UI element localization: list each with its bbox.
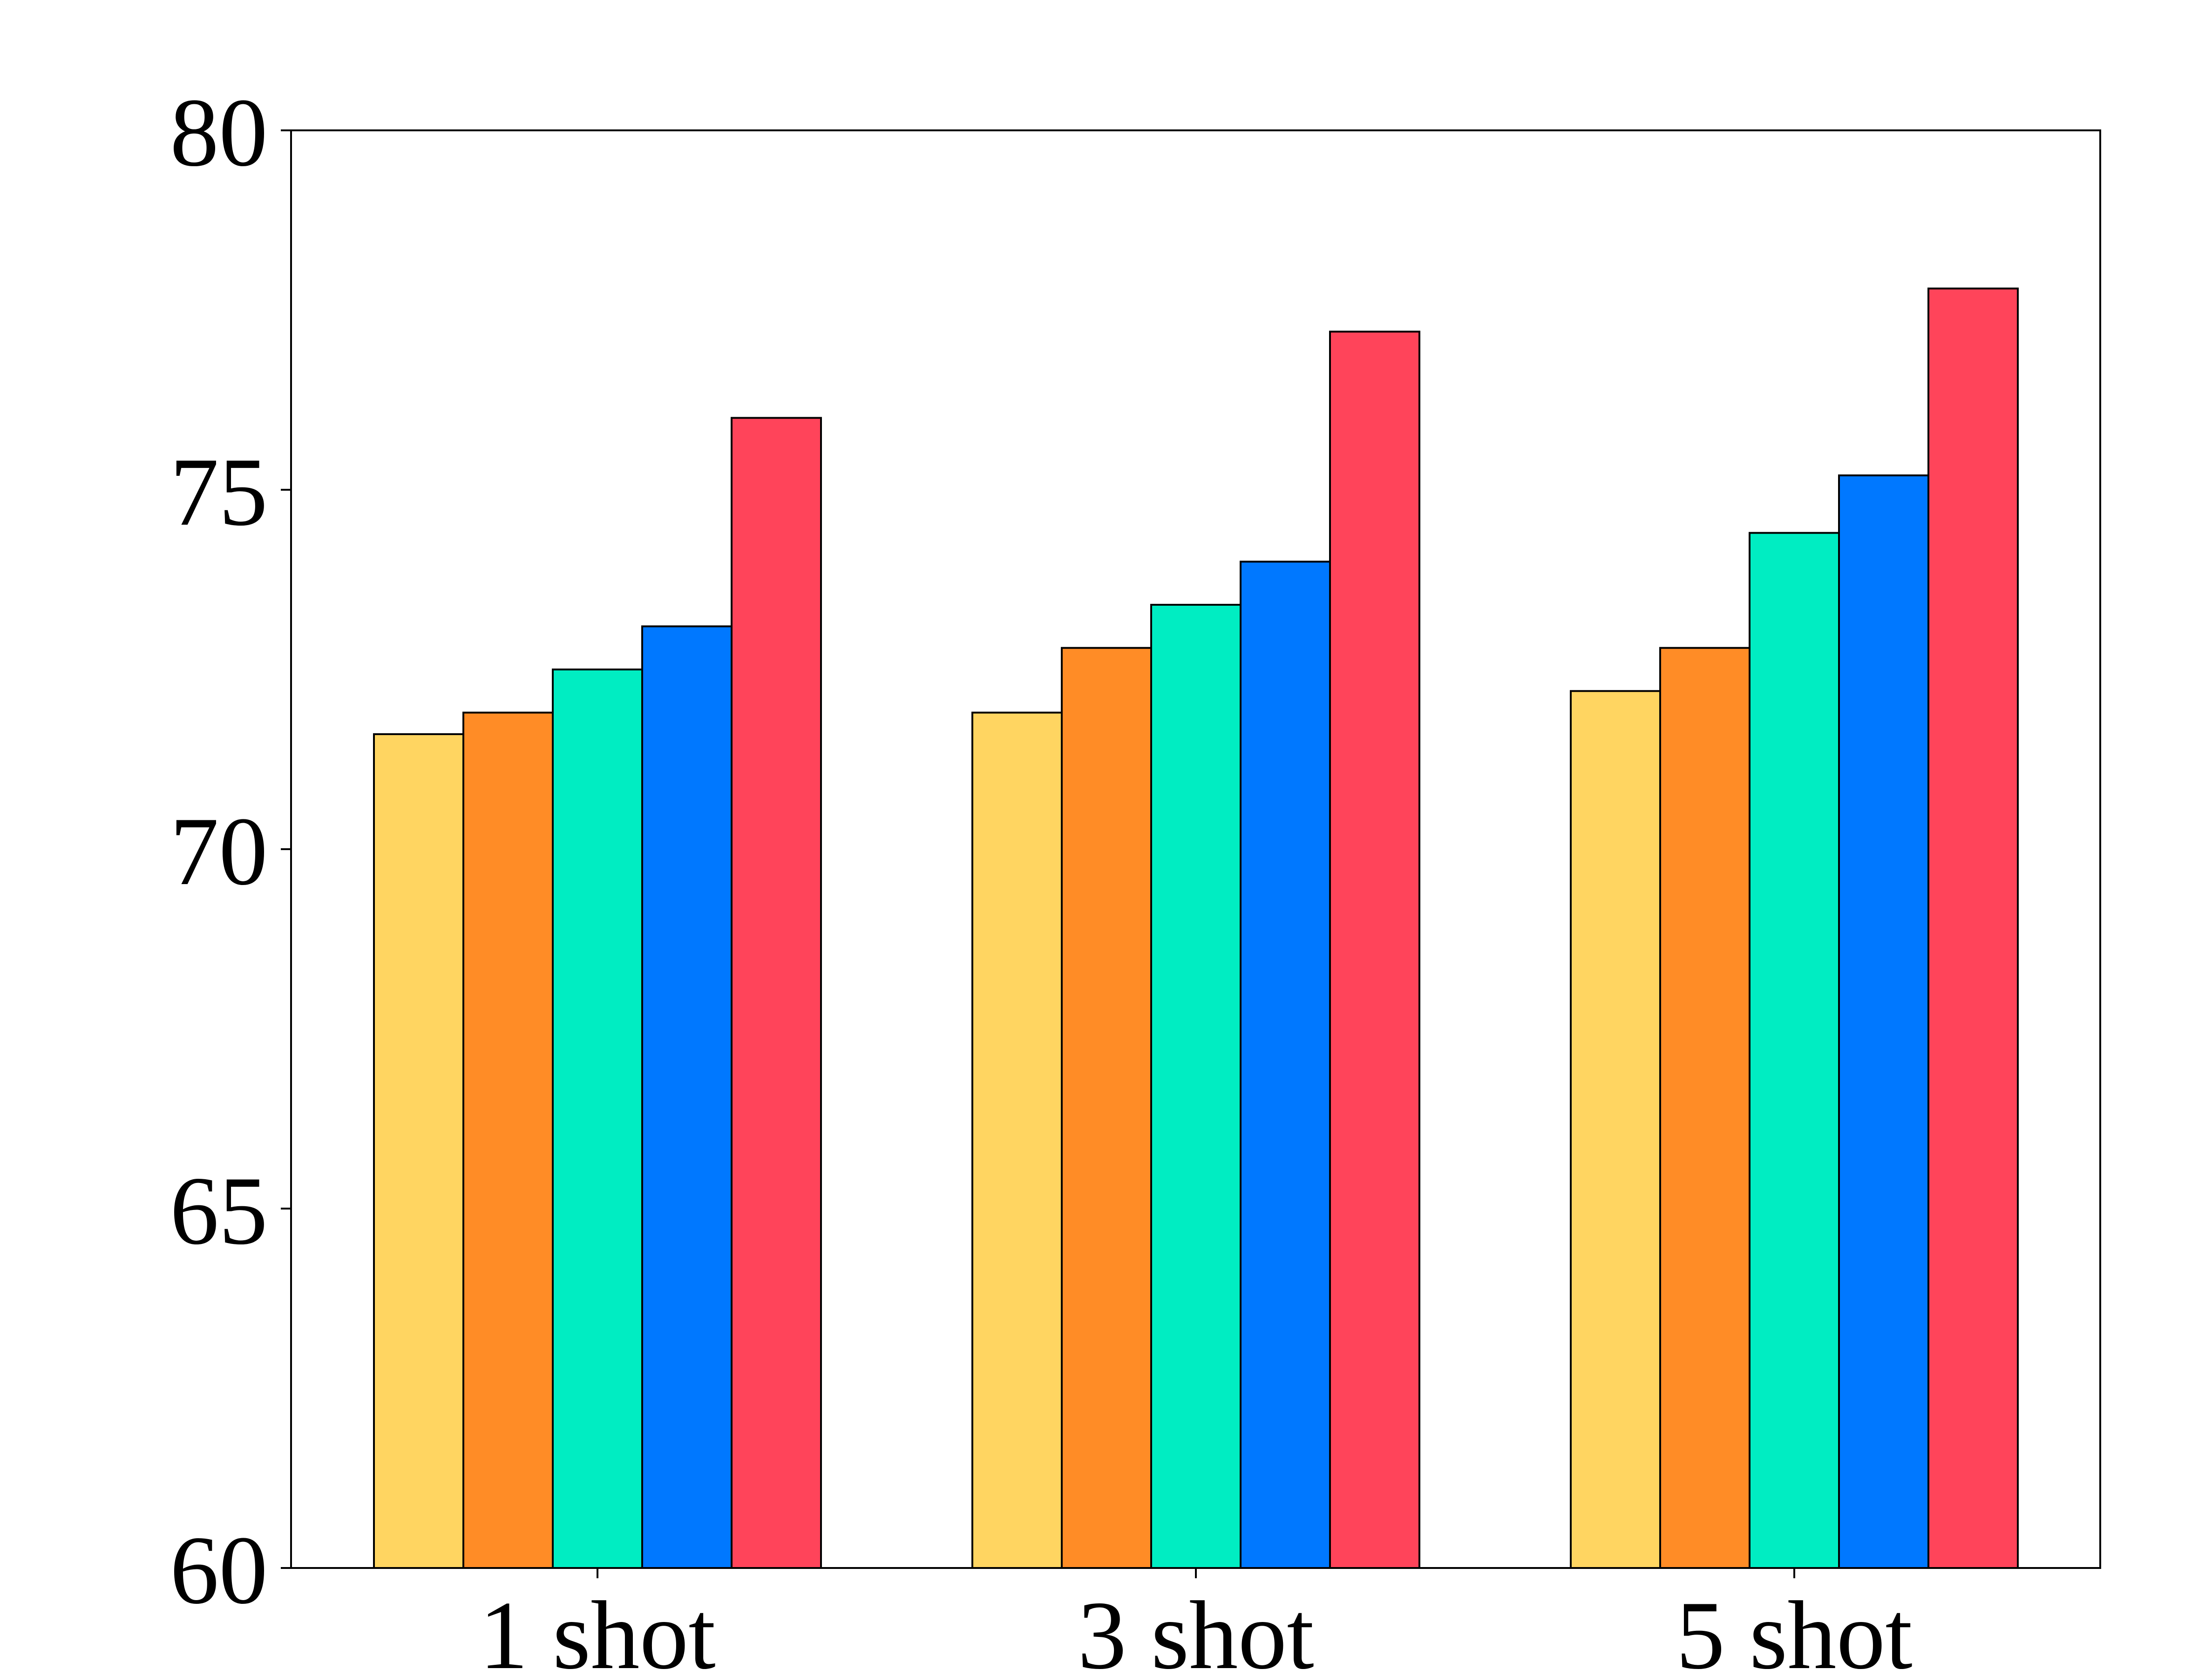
x-category-label: 3 shot (1078, 1581, 1314, 1676)
y-axis: 60 65 70 75 80 (170, 79, 291, 1624)
bar-5-shot-series-5 (1927, 287, 2019, 1569)
x-axis: 1 shot 3 shot 5 shot (479, 1568, 1913, 1676)
y-tick-label: 65 (170, 1157, 268, 1265)
bar-1-shot-series-1 (373, 733, 464, 1569)
bar-5-shot-series-1 (1570, 690, 1661, 1569)
plot-frame (290, 129, 2101, 1569)
bar-1-shot-series-4 (641, 625, 733, 1569)
x-category-label: 1 shot (479, 1581, 716, 1676)
y-tick-label: 70 (170, 797, 268, 906)
bar-5-shot-series-4 (1838, 474, 1929, 1569)
bar-1-shot-series-3 (552, 669, 643, 1569)
bar-1-shot-series-2 (462, 711, 554, 1569)
bar-3-shot-series-4 (1240, 561, 1331, 1569)
y-tick-label: 60 (170, 1516, 268, 1624)
bar-5-shot-series-2 (1659, 647, 1751, 1569)
bar-3-shot-series-2 (1061, 647, 1152, 1569)
x-category-label: 5 shot (1676, 1581, 1913, 1676)
y-tick-label: 75 (170, 438, 268, 546)
bar-3-shot-series-5 (1329, 331, 1420, 1569)
y-tick-label: 80 (170, 79, 268, 187)
bar-5-shot-series-3 (1749, 532, 1840, 1569)
bars-layer (373, 287, 2019, 1569)
bar-3-shot-series-3 (1150, 604, 1242, 1569)
bar-3-shot-series-1 (971, 711, 1063, 1569)
bar-1-shot-series-5 (731, 417, 822, 1569)
